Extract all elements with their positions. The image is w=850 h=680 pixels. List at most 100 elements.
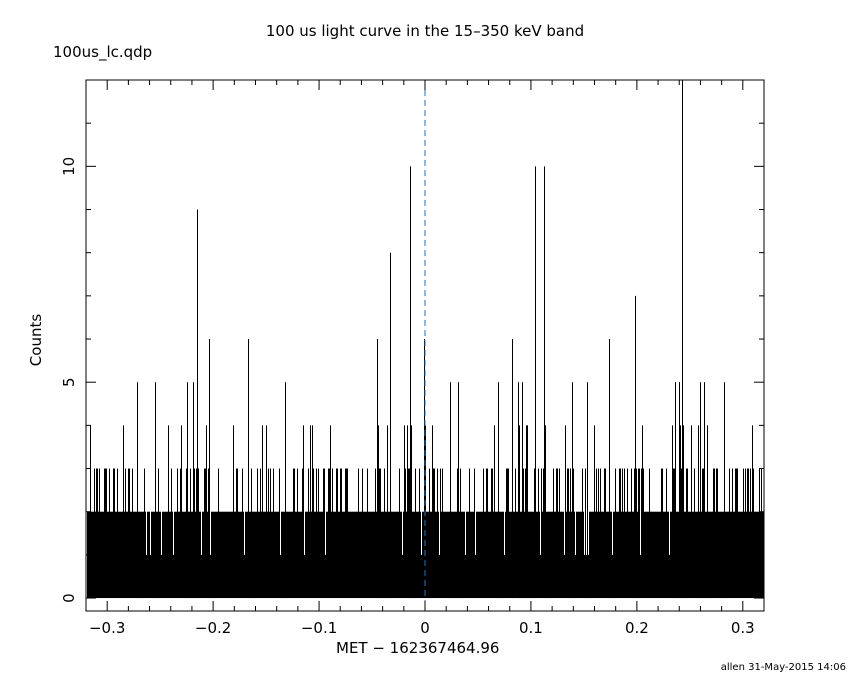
histogram-bar — [533, 511, 534, 599]
histogram-bar — [309, 511, 310, 599]
histogram-bar — [317, 511, 318, 599]
histogram-bar — [719, 511, 720, 599]
histogram-bar — [181, 425, 182, 599]
histogram-bar — [338, 511, 339, 599]
histogram-bar — [471, 511, 472, 599]
histogram-bar — [465, 554, 466, 599]
histogram-bar — [399, 468, 400, 599]
histogram-bar — [429, 468, 430, 599]
histogram-bar — [597, 511, 598, 599]
histogram-bar — [153, 511, 154, 599]
histogram-bar — [541, 468, 542, 599]
histogram-bar — [643, 468, 644, 599]
histogram-bar — [611, 511, 612, 599]
histogram-bar — [116, 511, 117, 599]
histogram-bar — [122, 511, 123, 599]
histogram-bar — [117, 468, 118, 599]
histogram-bar — [531, 511, 532, 599]
histogram-bar — [660, 511, 661, 599]
histogram-bar — [658, 511, 659, 599]
histogram-bar — [490, 511, 491, 599]
histogram-peak — [193, 382, 194, 599]
histogram-bar — [618, 511, 619, 599]
histogram-bar — [463, 511, 464, 599]
histogram-bar — [359, 511, 360, 599]
histogram-bar — [470, 511, 471, 599]
histogram-bar — [203, 511, 204, 599]
histogram-bar — [375, 468, 376, 599]
histogram-bar — [119, 511, 120, 599]
histogram-bar — [135, 511, 136, 599]
histogram-bar — [169, 511, 170, 599]
histogram-bar — [220, 511, 221, 599]
file-label: 100us_lc.qdp — [53, 43, 153, 61]
histogram-bar — [166, 511, 167, 599]
histogram-bar — [389, 511, 390, 599]
histogram-bar — [277, 511, 278, 599]
histogram-bar — [142, 511, 143, 599]
histogram-bar — [438, 511, 439, 599]
histogram-bar — [355, 511, 356, 599]
histogram-peak — [724, 382, 725, 599]
histogram-bar — [194, 468, 195, 599]
histogram-bar — [163, 511, 164, 599]
histogram-bar — [307, 511, 308, 599]
histogram-bar — [479, 511, 480, 599]
histogram-bar — [261, 511, 262, 599]
histogram-bar — [358, 468, 359, 599]
histogram-bar — [183, 511, 184, 599]
histogram-bar — [411, 425, 412, 599]
histogram-bar — [337, 468, 338, 599]
histogram-bar — [250, 511, 251, 599]
histogram-bar — [489, 511, 490, 599]
histogram-bar — [268, 468, 269, 599]
histogram-bar — [190, 468, 191, 599]
histogram-bar — [173, 554, 174, 599]
histogram-bar — [432, 425, 433, 599]
histogram-bar — [727, 511, 728, 599]
histogram-bar — [448, 511, 449, 599]
histogram-bar — [391, 511, 392, 599]
histogram-bar — [201, 554, 202, 599]
histogram-bar — [263, 511, 264, 599]
histogram-bar — [405, 468, 406, 599]
histogram-bar — [374, 511, 375, 599]
histogram-bar — [557, 468, 558, 599]
histogram-bar — [525, 468, 526, 599]
histogram-bar — [232, 511, 233, 599]
histogram-bar — [474, 468, 475, 599]
histogram-bar — [723, 511, 724, 599]
histogram-bar — [599, 511, 600, 599]
histogram-bar — [532, 511, 533, 599]
histogram-bar — [298, 511, 299, 599]
histogram-bar — [214, 511, 215, 599]
histogram-bar — [665, 511, 666, 599]
histogram-bar — [188, 511, 189, 599]
histogram-bar — [659, 511, 660, 599]
histogram-bar — [103, 511, 104, 599]
histogram-bar — [332, 468, 333, 599]
histogram-bar — [184, 511, 185, 599]
histogram-bar — [380, 468, 381, 599]
histogram-bar — [167, 511, 168, 599]
histogram-bar — [593, 511, 594, 599]
histogram-bar — [645, 511, 646, 599]
histogram-bar — [571, 511, 572, 599]
histogram-bar — [699, 511, 700, 599]
chart-title: 100 us light curve in the 15–350 keV ban… — [265, 22, 585, 40]
histogram-bar — [246, 511, 247, 599]
histogram-bar — [701, 511, 702, 599]
histogram-bar — [205, 468, 206, 599]
histogram-peak — [544, 166, 545, 599]
histogram-peak — [675, 382, 676, 599]
histogram-bar — [473, 511, 474, 599]
histogram-bar — [528, 511, 529, 599]
x-tick-label: 0.1 — [519, 619, 543, 637]
histogram-bar — [678, 511, 679, 599]
histogram-bar — [96, 468, 97, 599]
histogram-bar — [579, 511, 580, 599]
histogram-bar — [378, 425, 379, 599]
histogram-bar — [636, 468, 637, 599]
histogram-bar — [403, 511, 404, 599]
